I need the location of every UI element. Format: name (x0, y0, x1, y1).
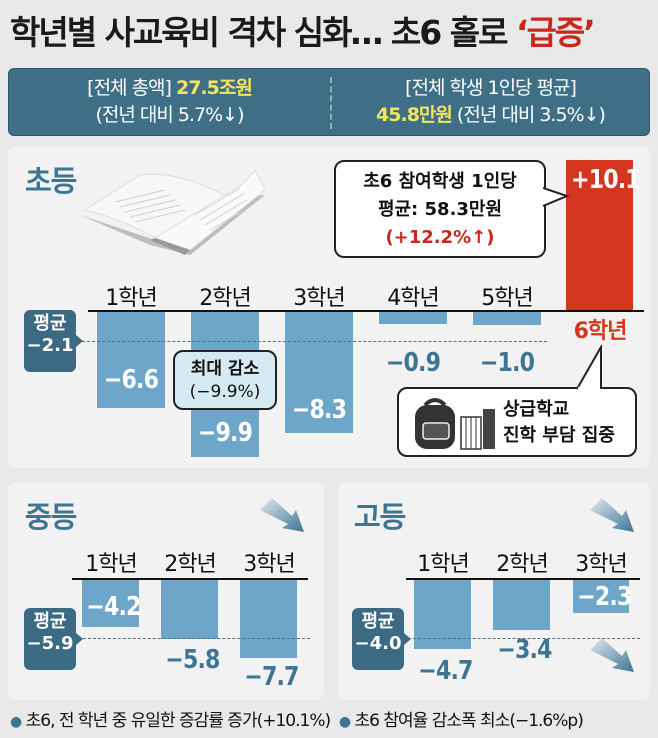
middle-average-line (78, 638, 310, 639)
max-decrease-value: (−9.9%) (189, 382, 261, 402)
elementary-average-badge: 평균 −2.1 (24, 310, 83, 372)
elem-value-2: −9.9 (197, 418, 253, 448)
footer-note-2: 초6 참여율 감소폭 최소(−1.6%p) (354, 711, 584, 731)
middle-title: 중등 (25, 500, 77, 534)
elem-grade-2: 2학년 (199, 286, 251, 311)
total-change: (전년 대비 5.7%↓) (95, 104, 244, 126)
middle-axis (72, 578, 308, 580)
high-title: 고등 (354, 500, 406, 534)
down-trend-arrow-icon (590, 498, 634, 532)
max-decrease-title: 최대 감소 (190, 359, 260, 379)
backpack-school-icon (415, 398, 495, 450)
elem-bar-5 (473, 312, 541, 325)
elem-value-5: −1.0 (479, 348, 535, 378)
elementary-average-line (82, 341, 547, 342)
high-average-badge: 평균 −4.0 (352, 608, 411, 670)
middle-average-badge: 평균 −5.9 (24, 608, 83, 670)
high-bar-3 (573, 580, 629, 613)
summary-per-student: [전체 학생 1인당 평균] 45.8만원 (전년 대비 3.5%↓) (330, 75, 651, 129)
grade6-callout-line2: 평균: 58.3만원 (377, 199, 503, 220)
elem-grade-6: 6학년 (573, 319, 628, 344)
elem-bar-6 (566, 160, 633, 310)
grade6-callout: 초6 참여학생 1인당 평균: 58.3만원 (+12.2%↑) (334, 160, 546, 258)
per-student-change: (전년 대비 3.5%↓) (451, 104, 606, 126)
avg-value: −5.9 (26, 633, 74, 654)
footer-notes: ● 초6, 전 학년 중 유일한 증감률 증가(+10.1%) ● 초6 참여율… (10, 706, 584, 731)
elem-value-6: +10.1 (571, 165, 641, 195)
avg-value: −4.0 (354, 633, 402, 654)
burden-pointer (576, 345, 602, 391)
grade6-callout-line3: (+12.2%↑) (385, 227, 495, 248)
max-decrease-callout: 최대 감소 (−9.9%) (173, 350, 277, 410)
mid-grade-2: 2학년 (164, 552, 216, 577)
down-trend-arrow-icon (590, 638, 634, 672)
footer-note-1: 초6, 전 학년 중 유일한 증감률 증가(+10.1%) (25, 711, 331, 731)
elem-grade-1: 1학년 (105, 286, 157, 311)
elementary-title: 초등 (25, 164, 77, 198)
elem-grade-4: 4학년 (387, 286, 439, 311)
mid-value-2: −5.8 (165, 645, 220, 675)
total-label: [전체 총액] (87, 77, 176, 99)
elem-grade-3: 3학년 (293, 286, 345, 311)
elem-bar-1 (97, 312, 165, 408)
mid-value-3: −7.7 (244, 662, 299, 692)
high-average-line (408, 638, 640, 639)
elem-bar-4 (379, 312, 447, 324)
per-student-value: 45.8만원 (376, 104, 453, 126)
elem-value-3: −8.3 (291, 395, 347, 425)
burden-line2: 진학 부담 집중 (503, 425, 615, 446)
high-grade-3: 3학년 (575, 552, 627, 577)
burden-callout: 상급학교 진학 부담 집중 (397, 387, 637, 457)
total-value: 27.5조원 (175, 77, 253, 99)
elementary-axis (88, 310, 644, 312)
mid-grade-3: 3학년 (243, 552, 295, 577)
mid-bar-3 (240, 580, 297, 658)
open-book-icon (80, 169, 266, 255)
title-highlight: ‘급증’ (515, 13, 596, 52)
avg-label: 평균 (361, 611, 395, 632)
elem-value-1: −6.6 (103, 365, 159, 395)
burden-line1: 상급학교 (503, 399, 570, 420)
avg-value: −2.1 (26, 335, 74, 356)
elem-bar-3 (285, 312, 353, 433)
high-value-1: −4.7 (418, 656, 473, 686)
high-value-2: −3.4 (497, 635, 552, 665)
title-main: 학년별 사교육비 격차 심화… 초6 홀로 (10, 13, 516, 52)
mid-value-1: −4.2 (86, 592, 141, 622)
grade6-callout-line1: 초6 참여학생 1인당 (363, 171, 517, 192)
mid-bar-2 (161, 580, 218, 639)
high-grade-1: 1학년 (417, 552, 469, 577)
avg-label: 평균 (33, 313, 67, 334)
high-bar-1 (414, 580, 471, 649)
summary-total: [전체 총액] 27.5조원 (전년 대비 5.7%↓) (9, 75, 330, 129)
callout-pointer (543, 187, 569, 207)
high-axis (406, 578, 640, 580)
high-value-3: −2.3 (577, 582, 632, 612)
mid-grade-1: 1학년 (85, 552, 137, 577)
bullet-icon: ● (10, 714, 22, 730)
per-student-label: [전체 학생 1인당 평균] (405, 77, 577, 99)
down-trend-arrow-icon (260, 498, 304, 532)
high-bar-2 (493, 580, 550, 630)
page-title: 학년별 사교육비 격차 심화… 초6 홀로 ‘급증’ (10, 6, 596, 54)
mid-bar-1 (82, 580, 139, 627)
avg-label: 평균 (33, 611, 67, 632)
summary-banner: [전체 총액] 27.5조원 (전년 대비 5.7%↓) [전체 학생 1인당 … (8, 68, 650, 136)
summary-divider (330, 77, 332, 129)
high-grade-2: 2학년 (496, 552, 548, 577)
elem-grade-5: 5학년 (481, 286, 533, 311)
bullet-icon: ● (338, 714, 351, 730)
elem-value-4: −0.9 (385, 348, 441, 378)
